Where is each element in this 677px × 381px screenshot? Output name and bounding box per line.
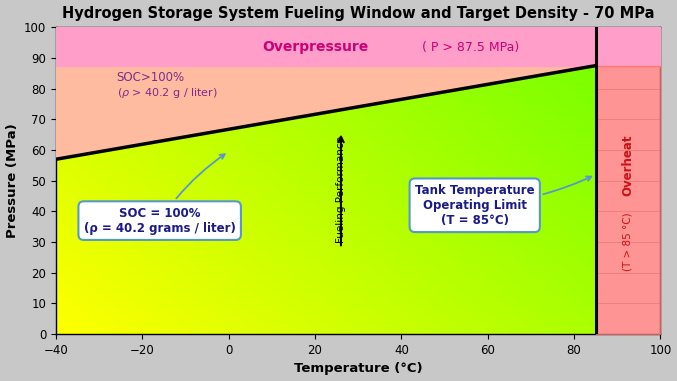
Title: Hydrogen Storage System Fueling Window and Target Density - 70 MPa: Hydrogen Storage System Fueling Window a… [62, 6, 655, 21]
Text: SOC>100%: SOC>100% [116, 71, 185, 85]
Text: ( P > 87.5 MPa): ( P > 87.5 MPa) [422, 41, 519, 54]
Text: Overheat: Overheat [621, 134, 634, 196]
Text: Fueling Performance: Fueling Performance [336, 136, 346, 243]
Y-axis label: Pressure (MPa): Pressure (MPa) [5, 123, 18, 238]
Text: SOC = 100%
(ρ = 40.2 grams / liter): SOC = 100% (ρ = 40.2 grams / liter) [84, 154, 236, 235]
Text: Overpressure: Overpressure [262, 40, 368, 54]
Text: ($\rho$ > 40.2 g / liter): ($\rho$ > 40.2 g / liter) [116, 86, 217, 100]
Text: (T > 85 °C): (T > 85 °C) [623, 213, 633, 271]
Text: Tank Temperature
Operating Limit
(T = 85°C): Tank Temperature Operating Limit (T = 85… [415, 176, 591, 227]
X-axis label: Temperature (°C): Temperature (°C) [294, 362, 422, 375]
